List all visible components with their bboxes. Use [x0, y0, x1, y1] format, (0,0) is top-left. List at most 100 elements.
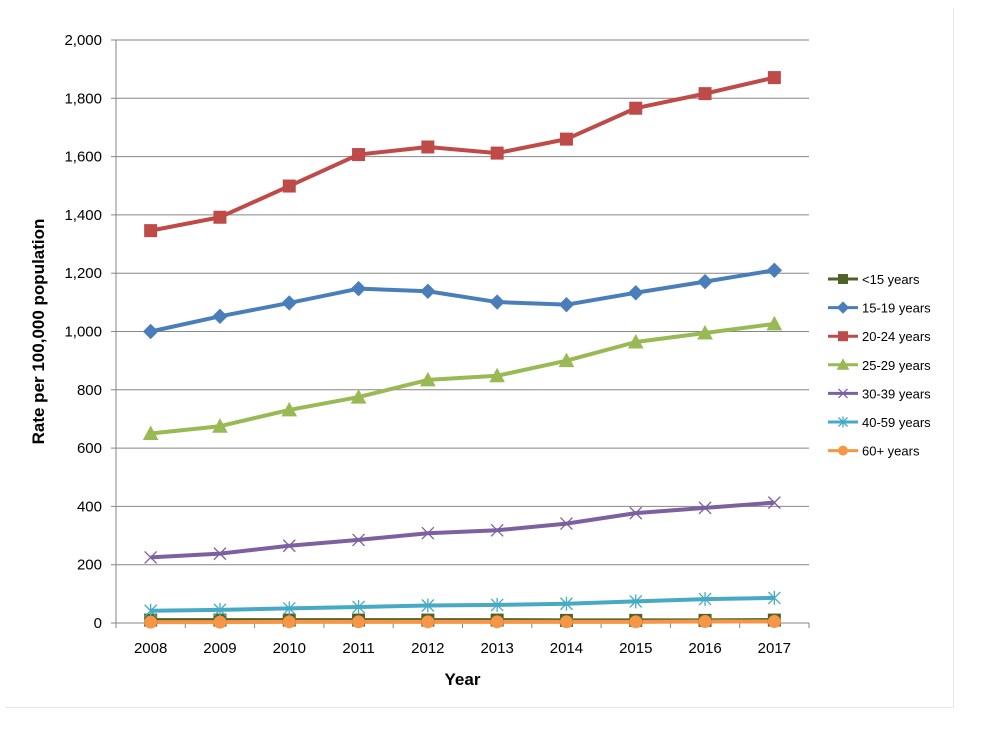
data-point: [697, 324, 713, 340]
data-point: [559, 615, 573, 629]
data-point: [212, 308, 228, 325]
data-point: [698, 615, 712, 629]
data-point: [489, 294, 505, 310]
data-point: [282, 539, 296, 553]
data-point: [144, 603, 158, 618]
legend-marker: [838, 274, 848, 284]
data-point: [282, 601, 296, 616]
data-point: [629, 101, 643, 115]
legend-label: 20-24 years: [862, 329, 931, 344]
data-point: [213, 615, 227, 629]
data-point: [212, 418, 228, 433]
data-point: [352, 533, 366, 547]
data-point: [142, 425, 159, 441]
legend-marker: [838, 445, 848, 456]
data-point: [766, 315, 783, 331]
data-point: [421, 140, 435, 154]
x-tick-label: 2014: [550, 640, 583, 657]
y-tick-label: 1,200: [64, 265, 102, 282]
data-point: [142, 323, 159, 340]
legend-marker: [836, 301, 850, 314]
series-line: [150, 500, 775, 560]
data-point: [698, 501, 712, 515]
data-point: [767, 590, 781, 605]
y-tick-labels: 0 200 400 600 800 1,000 1,200 1,400 1,600 1,800 2,…: [64, 32, 102, 632]
data-point: [490, 615, 504, 629]
data-point: [420, 283, 436, 299]
data-point: [627, 333, 644, 349]
data-point: [767, 615, 781, 629]
data-point: [421, 526, 435, 540]
legend-marker: [838, 416, 848, 428]
data-point: [350, 280, 367, 297]
data-point: [490, 597, 504, 612]
data-point: [767, 71, 781, 85]
chart-frame: [6, 8, 954, 708]
data-point: [490, 146, 504, 160]
legend-marker: [838, 388, 848, 399]
legend-label: 40-59 years: [862, 415, 931, 430]
legend-marker: [836, 358, 850, 370]
x-tick-label: 2015: [619, 640, 652, 657]
y-axis-title: Rate per 100,000 population: [29, 219, 48, 445]
data-point: [352, 615, 366, 629]
y-tick-label: 1,800: [64, 90, 102, 107]
data-point: [420, 371, 436, 387]
y-tick-label: 800: [77, 382, 102, 399]
data-point: [421, 615, 435, 629]
y-tick-label: 0: [94, 615, 102, 632]
y-tick-label: 200: [77, 557, 102, 574]
data-point: [281, 401, 298, 417]
y-tick-label: 1,400: [64, 207, 102, 224]
data-point: [697, 273, 713, 290]
data-point: [282, 179, 296, 193]
data-point: [698, 87, 712, 101]
data-point: [144, 615, 158, 629]
data-point: [698, 592, 712, 607]
y-tick-label: 400: [77, 498, 102, 515]
y-tick-label: 1,600: [64, 149, 102, 166]
legend-label: 15-19 years: [862, 301, 931, 316]
data-point: [767, 496, 781, 510]
x-tick-label: 2013: [480, 640, 513, 657]
x-tick-label: 2016: [688, 640, 721, 657]
y-tick-label: 600: [77, 440, 102, 457]
series-line: [150, 268, 775, 334]
data-point: [629, 594, 643, 609]
x-tick-label: 2009: [203, 640, 236, 657]
series-line: [150, 321, 775, 436]
series-line: [150, 619, 775, 625]
data-point: [559, 132, 573, 146]
data-point: [558, 352, 575, 368]
data-point: [352, 148, 366, 162]
legend-label: 60+ years: [862, 444, 920, 459]
data-point: [352, 599, 366, 614]
data-point: [489, 367, 505, 383]
legend: <15 years 15-19 years 20-24 years 25-29 yea…: [828, 272, 931, 459]
data-point: [213, 210, 227, 224]
x-tick-label: 2010: [273, 640, 306, 657]
data-point: [350, 389, 367, 404]
x-tick-label: 2011: [342, 640, 374, 657]
data-point: [558, 296, 575, 313]
data-point: [213, 547, 227, 561]
x-tick-labels: 2008 2009 2010 2011 2012 2013 2014 2015 2016 2017: [134, 640, 791, 657]
data-point: [213, 602, 227, 617]
y-tick-label: 2,000: [64, 32, 102, 49]
x-tick-label: 2012: [411, 640, 444, 657]
legend-label: 25-29 years: [862, 358, 931, 373]
data-point: [559, 517, 573, 531]
series-line: [150, 595, 775, 613]
data-point: [629, 506, 643, 520]
series-line: [150, 75, 775, 233]
legend-label: 30-39 years: [862, 386, 931, 401]
series-lines: [150, 75, 775, 625]
gridlines: [116, 39, 809, 566]
data-point: [628, 285, 644, 301]
y-tick-label: 1,000: [64, 324, 102, 341]
data-point: [144, 550, 158, 564]
x-tick-label: 2017: [758, 640, 791, 657]
data-point: [559, 596, 573, 611]
data-point: [490, 523, 504, 537]
